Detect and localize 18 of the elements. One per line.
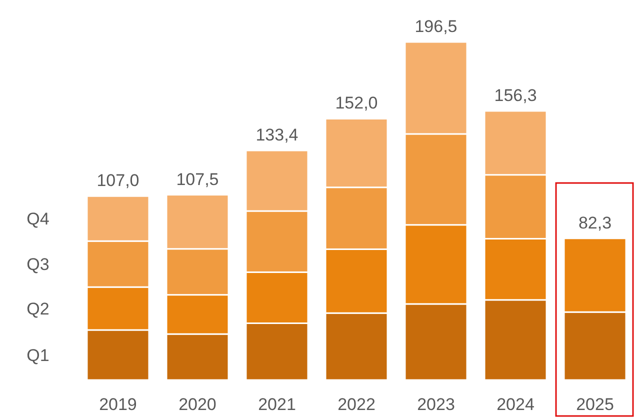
annotation: 152,0: [335, 94, 378, 113]
annotation: 156,3: [494, 86, 537, 105]
text: Q4: [26, 210, 50, 229]
x-tick-label: 2025: [576, 395, 614, 414]
x-tick-label: 2023: [417, 395, 455, 414]
x-tick-label: 2022: [338, 395, 376, 414]
text: Q3: [26, 255, 50, 274]
x-tick-label: 2021: [258, 395, 296, 414]
annotation: 107,5: [176, 170, 219, 189]
annotation: 107,0: [96, 171, 140, 190]
text: 196,5: [414, 17, 458, 36]
text: Q1: [26, 346, 50, 365]
x-tick-label: 2024: [496, 395, 534, 414]
annotation: 133,4: [256, 126, 298, 144]
annotation: 82,3: [578, 213, 612, 232]
text: Q2: [26, 299, 50, 318]
x-tick-label: 2020: [178, 395, 216, 414]
x-tick-label: 2019: [99, 395, 137, 414]
